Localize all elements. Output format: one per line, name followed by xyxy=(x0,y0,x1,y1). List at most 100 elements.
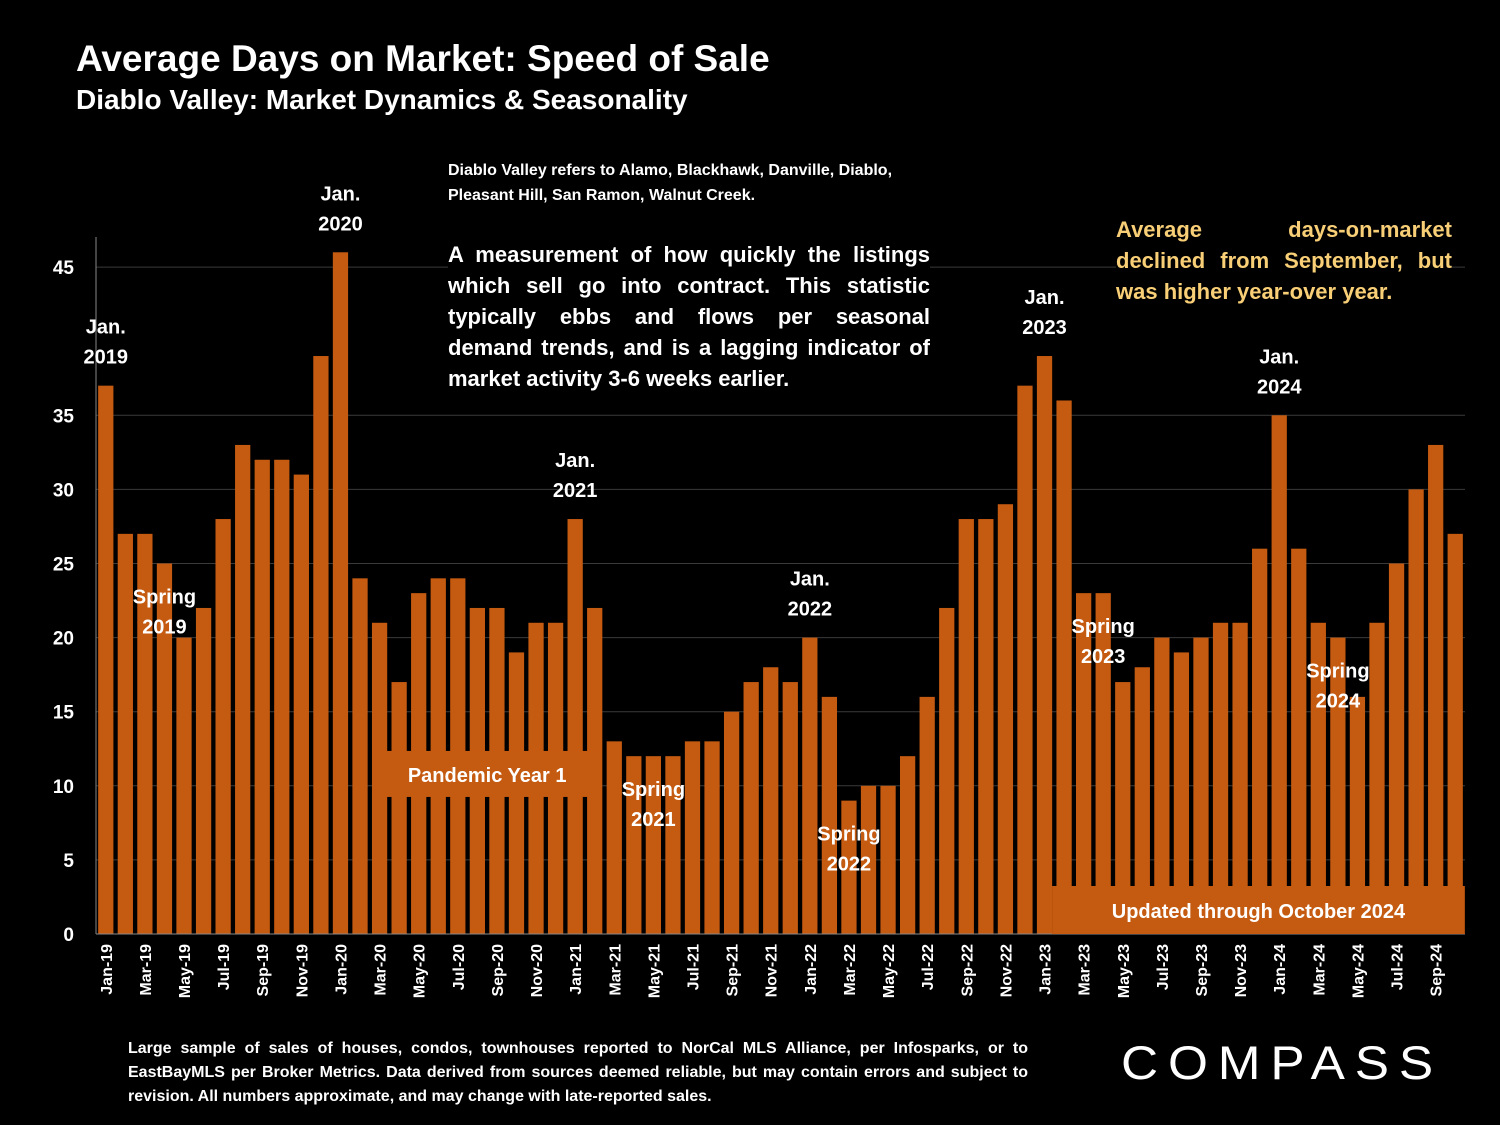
x-tick-label: Sep-19 xyxy=(255,944,272,997)
x-tick-label: Nov-22 xyxy=(998,944,1015,997)
x-tick-label: Jan-21 xyxy=(568,944,585,995)
y-tick-label: 0 xyxy=(63,925,74,946)
x-tick-label: Nov-19 xyxy=(294,944,311,997)
bar-may-24 xyxy=(1349,696,1366,934)
bar-may-22 xyxy=(880,785,896,934)
bar-apr-22 xyxy=(860,785,877,934)
annotation-label: Jan. 2024 xyxy=(1257,346,1302,398)
x-tick-label: Mar-24 xyxy=(1311,944,1328,996)
x-tick-label: Sep-20 xyxy=(490,944,507,997)
callout-box xyxy=(372,750,602,797)
x-tick-label: Sep-23 xyxy=(1194,944,1211,997)
x-tick-label: Jul-20 xyxy=(451,944,468,990)
y-tick-label: 30 xyxy=(53,480,74,501)
bar-dec-23 xyxy=(1252,548,1268,934)
x-tick-label: Sep-21 xyxy=(725,944,742,997)
bar-sep-21 xyxy=(723,711,740,934)
x-tick-label: Mar-20 xyxy=(373,944,390,996)
highlight-note: Average days-on-market declined from Sep… xyxy=(1116,214,1452,307)
bar-sep-23 xyxy=(1193,637,1209,934)
bar-jun-23 xyxy=(1134,667,1150,934)
x-tick-label: Jul-24 xyxy=(1390,944,1407,990)
x-tick-label: Jan-22 xyxy=(803,944,820,995)
x-tick-label: Sep-22 xyxy=(959,944,976,997)
bar-aug-24 xyxy=(1408,489,1424,934)
x-tick-label: Jul-19 xyxy=(216,944,233,990)
bar-mar-21 xyxy=(606,741,622,934)
y-tick-label: 10 xyxy=(53,777,74,798)
bar-jul-24 xyxy=(1388,563,1405,934)
x-tick-label: May-21 xyxy=(646,944,663,998)
bar-series xyxy=(98,252,1463,935)
bar-sep-24 xyxy=(1428,444,1444,934)
bar-apr-19 xyxy=(156,563,173,934)
x-tick-label: Jan-24 xyxy=(1272,944,1289,995)
annotation-label: Spring 2021 xyxy=(622,779,685,831)
x-tick-label: Mar-21 xyxy=(607,944,624,996)
compass-logo: COMPASS xyxy=(1121,1036,1443,1088)
bar-jan-23 xyxy=(1036,356,1053,934)
annotation-label: Jan. 2019 xyxy=(84,317,129,369)
bar-jan-22 xyxy=(802,637,818,934)
bar-jan-19 xyxy=(98,385,114,934)
y-tick-label: 20 xyxy=(53,629,74,650)
compass-logo-text: COMPASS xyxy=(1121,1036,1443,1088)
bar-jul-22 xyxy=(919,696,935,934)
bar-apr-24 xyxy=(1330,637,1346,934)
x-tick-label: Nov-21 xyxy=(764,944,781,997)
bar-jun-24 xyxy=(1369,622,1385,934)
bar-mar-24 xyxy=(1310,622,1326,934)
bar-may-19 xyxy=(176,637,192,934)
x-tick-label: Jul-23 xyxy=(1155,944,1172,990)
bar-aug-23 xyxy=(1173,652,1190,934)
bar-aug-22 xyxy=(939,607,955,934)
x-tick-label: May-22 xyxy=(881,944,898,998)
bar-jun-22 xyxy=(899,756,916,934)
annotation-label: Jan. 2020 xyxy=(318,183,363,235)
annotation-label: Spring 2019 xyxy=(133,587,196,639)
page-subtitle: Diablo Valley: Market Dynamics & Seasona… xyxy=(76,84,688,115)
source-footnote: Large sample of sales of houses, condos,… xyxy=(128,1040,1028,1105)
bar-nov-19 xyxy=(293,474,309,934)
bar-may-21 xyxy=(645,756,662,934)
bar-jul-23 xyxy=(1154,637,1170,934)
bar-jan-20 xyxy=(332,252,349,934)
bar-nov-22 xyxy=(997,504,1014,934)
description-note: A measurement of how quickly the listing… xyxy=(448,239,930,394)
x-tick-label: Jan-19 xyxy=(99,944,116,995)
bar-nov-23 xyxy=(1232,622,1248,934)
bar-dec-21 xyxy=(782,682,798,934)
bar-sep-19 xyxy=(254,459,270,934)
annotation-label: Jan. 2021 xyxy=(553,450,598,502)
bar-aug-21 xyxy=(704,741,720,934)
bar-mar-22 xyxy=(841,800,857,934)
bar-feb-19 xyxy=(117,533,133,934)
callout-label: Updated through October 2024 xyxy=(1112,901,1406,923)
x-tick-label: Mar-23 xyxy=(1077,944,1094,996)
bar-feb-23 xyxy=(1056,400,1072,935)
callout-label: Pandemic Year 1 xyxy=(408,765,567,787)
y-tick-label: 15 xyxy=(53,703,75,724)
y-tick-label: 25 xyxy=(53,555,75,576)
bar-mar-19 xyxy=(137,533,153,934)
x-tick-label: Jan-23 xyxy=(1038,944,1055,995)
annotation-label: Spring 2023 xyxy=(1072,616,1135,668)
x-tick-label: May-24 xyxy=(1350,944,1367,998)
bar-may-23 xyxy=(1115,682,1131,934)
bar-jun-21 xyxy=(665,756,681,934)
x-tick-label: May-23 xyxy=(1116,944,1133,998)
bar-sep-22 xyxy=(958,519,974,934)
bar-dec-22 xyxy=(1017,385,1033,934)
bar-oct-23 xyxy=(1212,622,1229,934)
bar-oct-21 xyxy=(743,682,759,934)
chart-annotations: Jan. 2019 Jan. 2020 Jan. 2021 Jan. 2022 Jan. 2023… xyxy=(84,183,1370,875)
bar-dec-19 xyxy=(313,356,329,934)
x-tick-label: Mar-22 xyxy=(842,944,859,996)
x-tick-label: Sep-24 xyxy=(1429,944,1446,997)
x-tick-label: May-19 xyxy=(177,944,194,998)
annotation-label: Jan. 2022 xyxy=(788,569,833,621)
region-note: Diablo Valley refers to Alamo, Blackhawk… xyxy=(448,162,893,204)
x-tick-label: Jul-22 xyxy=(920,944,937,990)
x-tick-label: Mar-19 xyxy=(138,944,155,996)
